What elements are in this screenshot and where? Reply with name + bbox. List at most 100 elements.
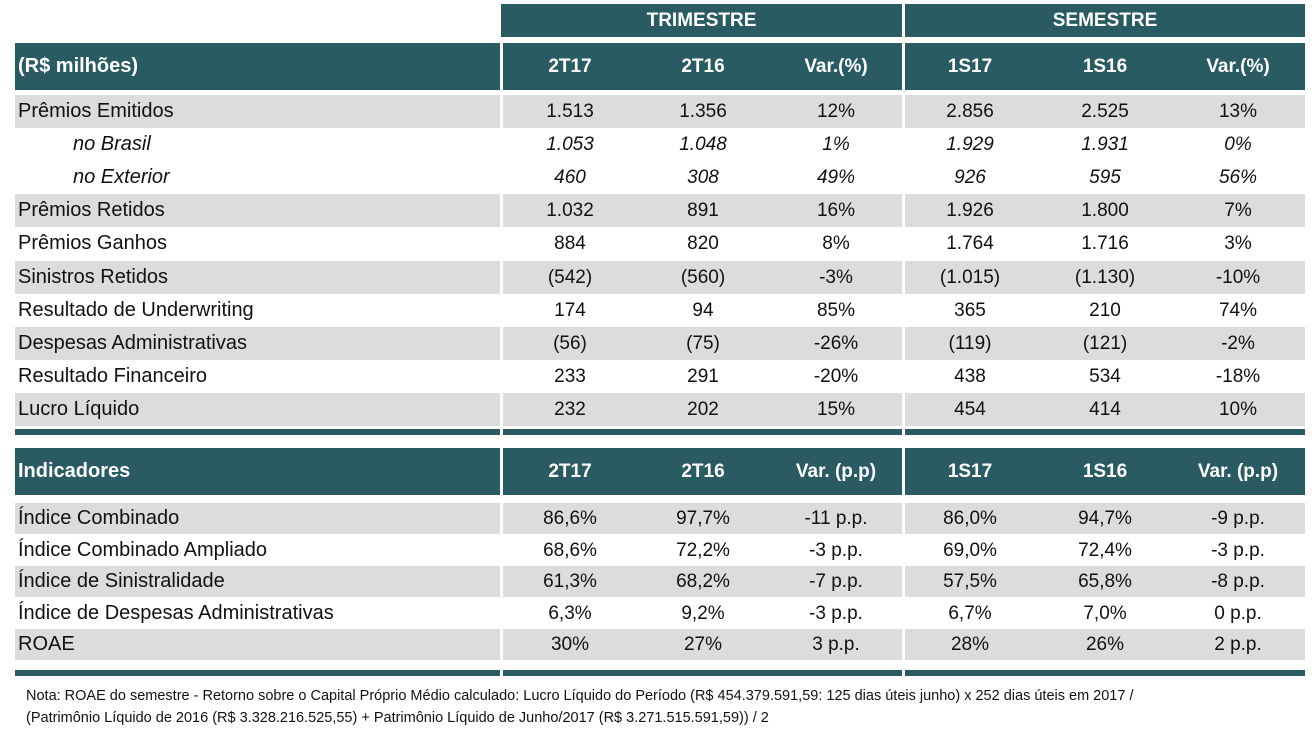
column-divider xyxy=(500,598,503,629)
column-divider xyxy=(902,227,905,260)
row-value: 15% xyxy=(816,398,856,420)
row-value: 232 xyxy=(554,398,586,420)
row-value: 16% xyxy=(816,199,856,221)
row-label: no Exterior xyxy=(73,166,170,188)
column-divider xyxy=(902,161,905,194)
row-value: 1.764 xyxy=(946,232,994,254)
table-row: Prêmios Ganhos 884 820 8% 1.764 1.716 3% xyxy=(15,227,1305,260)
row-value: 1.716 xyxy=(1081,232,1129,254)
row-value: (119) xyxy=(948,332,992,354)
column-divider xyxy=(500,327,503,360)
table-row: ROAE 30% 27% 3 p.p. 28% 26% 2 p.p. xyxy=(15,629,1305,660)
row-value: 57,5% xyxy=(943,570,997,592)
indicators-table: Indicadores 2T17 2T16 Var. (p.p) 1S17 1S16 Var… xyxy=(15,448,1305,660)
column-divider xyxy=(902,360,905,393)
column-divider xyxy=(902,448,905,495)
header-cell: 1S16 xyxy=(1082,460,1128,482)
row-value: 72,4% xyxy=(1078,539,1132,561)
row-value: 1% xyxy=(822,133,850,155)
table-row: Índice de Despesas Administrativas 6,3% 9,… xyxy=(15,598,1305,629)
row-value: 94,7% xyxy=(1078,507,1132,529)
column-divider xyxy=(500,43,503,90)
row-value: 438 xyxy=(954,365,986,387)
row-value: 595 xyxy=(1089,166,1121,188)
row-value: 68,2% xyxy=(676,570,730,592)
row-label: Índice de Despesas Administrativas xyxy=(18,602,334,624)
row-value: 202 xyxy=(687,398,719,420)
row-label: Sinistros Retidos xyxy=(18,266,169,288)
row-value: 13% xyxy=(1218,100,1258,122)
row-value: 291 xyxy=(687,365,719,387)
row-value: (121) xyxy=(1082,332,1128,354)
row-value: 414 xyxy=(1089,398,1121,420)
column-divider xyxy=(902,128,905,161)
row-value: 74% xyxy=(1218,299,1258,321)
column-divider xyxy=(902,261,905,294)
table-row: Índice Combinado Ampliado 68,6% 72,2% -3 p.… xyxy=(15,535,1305,566)
row-label: Índice Combinado xyxy=(18,507,180,529)
column-divider xyxy=(500,294,503,327)
column-divider xyxy=(500,448,503,495)
row-value: 1.048 xyxy=(679,133,727,155)
row-value: -3% xyxy=(819,266,853,288)
row-label: Resultado Financeiro xyxy=(18,365,207,387)
row-value: (542) xyxy=(547,266,593,288)
row-value: -20% xyxy=(813,365,859,387)
column-divider xyxy=(500,360,503,393)
column-divider xyxy=(500,128,503,161)
column-divider xyxy=(500,261,503,294)
header-cell: Var. (p.p) xyxy=(795,460,877,482)
row-label: Prêmios Retidos xyxy=(18,199,165,221)
table1-bottom-border xyxy=(503,429,902,435)
column-divider xyxy=(500,161,503,194)
header-cell: 2T16 xyxy=(681,55,725,77)
row-value: 1.513 xyxy=(546,100,594,122)
table2-bottom-border xyxy=(503,670,902,676)
row-value: -2% xyxy=(1221,332,1255,354)
row-value: 7% xyxy=(1224,199,1252,221)
row-label: Despesas Administrativas xyxy=(18,332,247,354)
row-value: -11 p.p. xyxy=(804,507,868,529)
table-header-row: Indicadores 2T17 2T16 Var. (p.p) 1S17 1S16 Var… xyxy=(15,448,1305,495)
row-value: -7 p.p. xyxy=(809,570,863,592)
column-divider xyxy=(500,393,503,426)
row-value: 0 p.p. xyxy=(1214,602,1262,624)
row-value: 28% xyxy=(950,633,990,655)
row-value: 72,2% xyxy=(676,539,730,561)
row-label: Índice de Sinistralidade xyxy=(18,570,225,592)
column-divider xyxy=(902,294,905,327)
row-value: 2 p.p. xyxy=(1214,633,1262,655)
row-value: 891 xyxy=(687,199,719,221)
column-divider xyxy=(500,194,503,227)
column-divider xyxy=(500,535,503,566)
column-divider xyxy=(902,194,905,227)
table2-bottom-border xyxy=(905,670,1305,676)
table-row: Despesas Administrativas (56) (75) -26% (119… xyxy=(15,327,1305,360)
column-divider xyxy=(500,629,503,660)
group-header-semestre: SEMESTRE xyxy=(905,4,1305,37)
row-value: 1.929 xyxy=(946,133,994,155)
row-value: 6,7% xyxy=(948,602,992,624)
table1-bottom-border xyxy=(15,429,500,435)
row-value: 3 p.p. xyxy=(812,633,860,655)
row-value: 86,0% xyxy=(943,507,997,529)
row-value: 308 xyxy=(687,166,719,188)
header-cell: 2T17 xyxy=(548,55,592,77)
row-label: Índice Combinado Ampliado xyxy=(18,539,268,561)
row-value: (1.130) xyxy=(1074,266,1136,288)
table-row: Lucro Líquido 232 202 15% 454 414 10% xyxy=(15,393,1305,426)
header-cell: Var.(%) xyxy=(1206,55,1270,77)
header-cell: 1S17 xyxy=(947,55,993,77)
row-label: Prêmios Ganhos xyxy=(18,232,167,254)
header-label: Indicadores xyxy=(18,460,131,482)
row-value: 174 xyxy=(554,299,586,321)
column-divider xyxy=(902,566,905,597)
row-value: 233 xyxy=(554,365,586,387)
row-value: 365 xyxy=(954,299,986,321)
row-value: 9,2% xyxy=(681,602,725,624)
row-value: 56% xyxy=(1218,166,1258,188)
table-row: Resultado Financeiro 233 291 -20% 438 534 -18% xyxy=(15,360,1305,393)
row-value: 210 xyxy=(1089,299,1121,321)
row-value: (75) xyxy=(686,332,720,354)
row-value: 1.053 xyxy=(546,133,594,155)
